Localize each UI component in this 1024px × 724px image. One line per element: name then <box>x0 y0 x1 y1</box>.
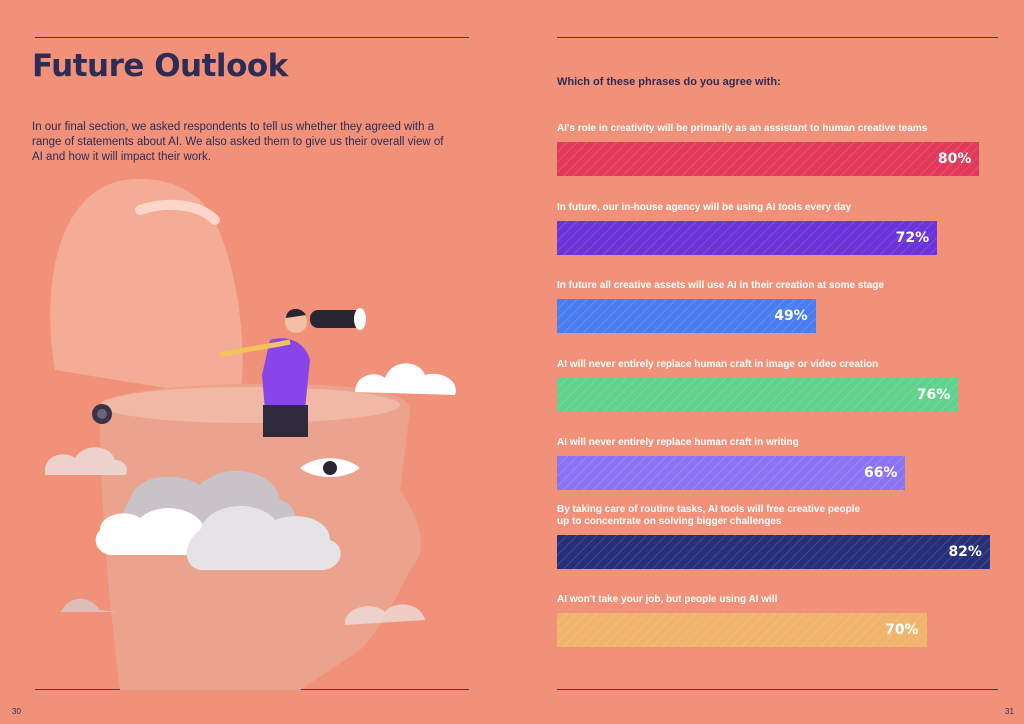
value-label: 72% <box>895 229 930 246</box>
value-label: 49% <box>774 308 808 324</box>
chart-title: Which of these phrases do you agree with… <box>557 76 781 88</box>
page-number: 31 <box>1005 707 1014 716</box>
top-rule <box>557 37 998 38</box>
category-label: AI will never entirely replace human cra… <box>557 437 799 448</box>
category-label: By taking care of routine tasks, AI tool… <box>557 503 861 527</box>
bar: 70% <box>557 613 927 647</box>
bar: 72% <box>557 220 938 255</box>
category-label: In future all creative assets will use A… <box>557 280 884 291</box>
category-label: In future, our in-house agency will be u… <box>557 201 852 213</box>
value-label: 70% <box>885 622 919 638</box>
value-label: 82% <box>948 543 982 560</box>
category-label: AI's role in creativity will be primaril… <box>557 123 928 134</box>
intro-text: In our final section, we asked responden… <box>32 121 444 163</box>
bar: 80% <box>557 142 980 176</box>
bottom-rule <box>557 689 998 690</box>
bar: 66% <box>557 456 906 490</box>
value-label: 76% <box>916 386 951 403</box>
illustration <box>45 178 456 690</box>
bar: 76% <box>557 377 959 412</box>
top-rule <box>35 37 469 38</box>
page-title: Future Outlook <box>32 48 288 84</box>
value-label: 66% <box>863 465 898 481</box>
bar: 49% <box>557 299 816 333</box>
chart: Which of these phrases do you agree with… <box>557 0 1024 724</box>
page-number: 30 <box>12 707 21 716</box>
category-label: AI will never entirely replace human cra… <box>557 358 879 370</box>
bar: 82% <box>557 534 990 569</box>
value-label: 80% <box>937 151 972 167</box>
category-label: AI won't take your job, but people using… <box>557 594 778 605</box>
